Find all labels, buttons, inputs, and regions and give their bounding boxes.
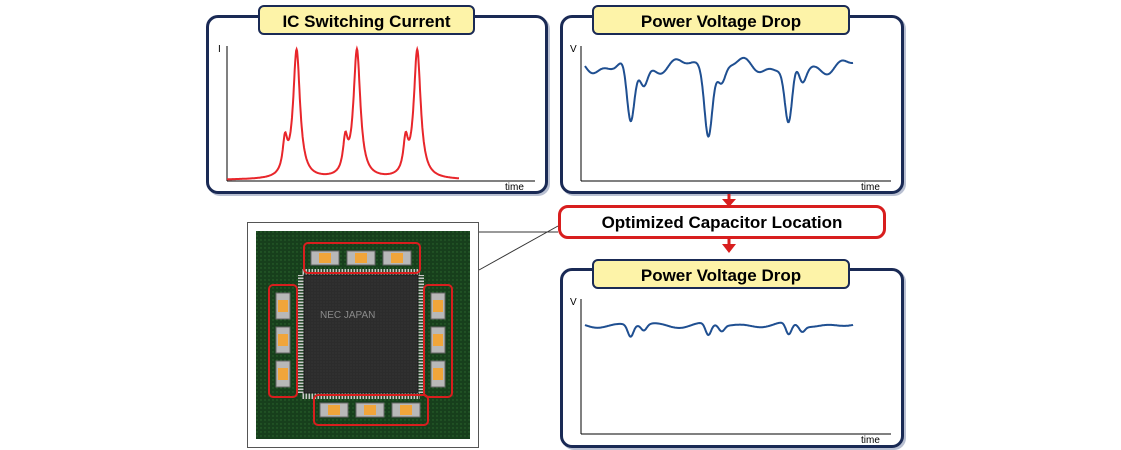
capacitor-group-left	[268, 284, 298, 398]
capacitor-group-right	[423, 284, 453, 398]
capacitor	[382, 250, 412, 266]
y-axis-label: I	[218, 44, 221, 55]
capacitor	[430, 292, 446, 320]
x-axis-label: time	[505, 182, 524, 191]
capacitor	[355, 402, 385, 418]
voltage-before-trace	[584, 56, 854, 138]
voltage-before-panel: V time	[560, 15, 904, 194]
capacitor	[346, 250, 376, 266]
x-axis-label: time	[861, 435, 880, 445]
capacitor	[275, 292, 291, 320]
y-axis-label: V	[570, 297, 577, 308]
capacitor	[319, 402, 349, 418]
capacitor	[275, 360, 291, 388]
voltage-before-plot: V time	[570, 44, 891, 191]
optimized-capacitor-label: Optimized Capacitor Location	[558, 205, 886, 239]
capacitor-group-top	[303, 242, 421, 274]
voltage-after-trace	[584, 321, 854, 338]
y-axis-label: V	[570, 44, 577, 55]
ic-chip	[303, 274, 419, 394]
capacitor	[310, 250, 340, 266]
voltage-after-panel: V time	[560, 268, 904, 448]
capacitor	[430, 326, 446, 354]
ic-current-panel: I time	[206, 15, 548, 194]
capacitor-group-bottom	[313, 394, 429, 426]
pcb-illustration: NEC JAPAN	[256, 231, 470, 439]
voltage-before-title: Power Voltage Drop	[592, 5, 850, 35]
voltage-after-plot: V time	[570, 297, 891, 445]
chip-pins-left	[298, 275, 304, 393]
capacitor	[275, 326, 291, 354]
ic-current-plot: I time	[218, 44, 535, 191]
voltage-after-title: Power Voltage Drop	[592, 259, 850, 289]
x-axis-label: time	[861, 182, 880, 191]
zoom-line-upper	[478, 225, 559, 271]
pcb-image-frame: NEC JAPAN	[247, 222, 479, 448]
arrow-head-bottom	[722, 244, 736, 253]
current-trace	[227, 45, 459, 181]
chip-label: NEC JAPAN	[320, 310, 375, 321]
ic-current-title: IC Switching Current	[258, 5, 475, 35]
capacitor	[430, 360, 446, 388]
capacitor	[391, 402, 421, 418]
chip-pins-right	[418, 275, 424, 393]
